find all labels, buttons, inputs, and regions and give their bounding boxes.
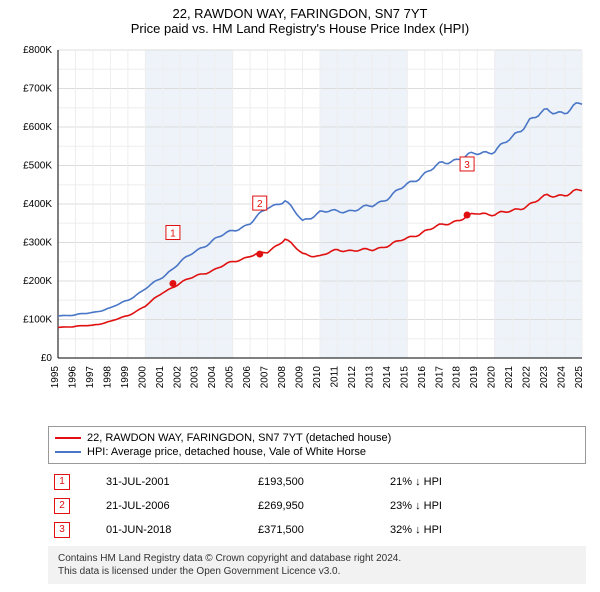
title-block: 22, RAWDON WAY, FARINGDON, SN7 7YT Price… [0,0,600,36]
legend-swatch-1 [55,437,81,439]
svg-text:£800K: £800K [23,45,52,56]
svg-text:2024: 2024 [557,366,568,389]
title-line-2: Price paid vs. HM Land Registry's House … [0,21,600,36]
svg-text:1997: 1997 [85,366,96,389]
svg-text:2016: 2016 [417,366,428,389]
svg-text:2023: 2023 [539,366,550,389]
svg-text:£300K: £300K [23,238,52,249]
legend-label-2: HPI: Average price, detached house, Vale… [87,446,366,458]
transaction-pct: 23% ↓ HPI [384,494,586,518]
svg-text:1998: 1998 [102,366,113,389]
legend-item-2: HPI: Average price, detached house, Vale… [55,445,579,459]
svg-text:2017: 2017 [434,366,445,389]
svg-text:1999: 1999 [120,366,131,389]
legend-item-1: 22, RAWDON WAY, FARINGDON, SN7 7YT (deta… [55,431,579,445]
footer-note: Contains HM Land Registry data © Crown c… [48,546,586,584]
svg-text:2011: 2011 [329,366,340,388]
svg-text:1996: 1996 [67,366,78,389]
transaction-date: 31-JUL-2001 [100,470,252,494]
svg-text:2002: 2002 [172,366,183,389]
marker-badge: 1 [54,474,70,490]
svg-text:2009: 2009 [295,366,306,389]
svg-text:2020: 2020 [487,366,498,389]
svg-text:2019: 2019 [469,366,480,389]
svg-text:2012: 2012 [347,366,358,389]
svg-text:2018: 2018 [452,366,463,389]
transaction-row: 3 01-JUN-2018£371,50032% ↓ HPI [48,518,586,542]
svg-text:2015: 2015 [399,366,410,389]
transaction-date: 01-JUN-2018 [100,518,252,542]
chart-container: 22, RAWDON WAY, FARINGDON, SN7 7YT Price… [0,0,600,584]
legend: 22, RAWDON WAY, FARINGDON, SN7 7YT (deta… [48,426,586,464]
svg-text:2: 2 [257,199,263,210]
svg-text:2013: 2013 [364,366,375,389]
svg-text:1: 1 [170,229,176,240]
transaction-pct: 21% ↓ HPI [384,470,586,494]
transaction-price: £193,500 [252,470,384,494]
svg-text:2007: 2007 [260,366,271,389]
svg-text:2001: 2001 [155,366,166,389]
transactions-table: 1 31-JUL-2001£193,50021% ↓ HPI 2 21-JUL-200… [48,470,586,542]
svg-text:2008: 2008 [277,366,288,389]
line-chart: £0 £100K £200K £300K £400K £500K £600K £700K £80… [10,40,590,420]
svg-text:2025: 2025 [574,366,585,389]
svg-text:2005: 2005 [225,366,236,389]
svg-text:2022: 2022 [522,366,533,389]
title-line-1: 22, RAWDON WAY, FARINGDON, SN7 7YT [0,6,600,21]
svg-text:1995: 1995 [50,366,61,389]
transaction-row: 2 21-JUL-2006£269,95023% ↓ HPI [48,494,586,518]
footer-line-2: This data is licensed under the Open Gov… [58,565,576,578]
legend-swatch-2 [55,451,81,453]
svg-text:£0: £0 [41,353,53,364]
transaction-pct: 32% ↓ HPI [384,518,586,542]
svg-text:2014: 2014 [382,366,393,389]
svg-text:2021: 2021 [504,366,515,389]
transaction-row: 1 31-JUL-2001£193,50021% ↓ HPI [48,470,586,494]
svg-text:2004: 2004 [207,366,218,389]
svg-text:£600K: £600K [23,122,52,133]
svg-text:£100K: £100K [23,315,52,326]
svg-text:3: 3 [464,160,470,171]
svg-text:£500K: £500K [23,161,52,172]
transaction-price: £269,950 [252,494,384,518]
svg-text:2003: 2003 [190,366,201,389]
transaction-price: £371,500 [252,518,384,542]
svg-text:£700K: £700K [23,84,52,95]
chart-area: £0 £100K £200K £300K £400K £500K £600K £700K £80… [10,40,590,420]
footer-line-1: Contains HM Land Registry data © Crown c… [58,552,576,565]
svg-text:2000: 2000 [137,366,148,389]
svg-text:£400K: £400K [23,199,52,210]
marker-badge: 3 [54,522,70,538]
marker-badge: 2 [54,498,70,514]
svg-text:2010: 2010 [312,366,323,389]
legend-label-1: 22, RAWDON WAY, FARINGDON, SN7 7YT (deta… [87,432,391,444]
svg-text:£200K: £200K [23,276,52,287]
svg-text:2006: 2006 [242,366,253,389]
transaction-date: 21-JUL-2006 [100,494,252,518]
